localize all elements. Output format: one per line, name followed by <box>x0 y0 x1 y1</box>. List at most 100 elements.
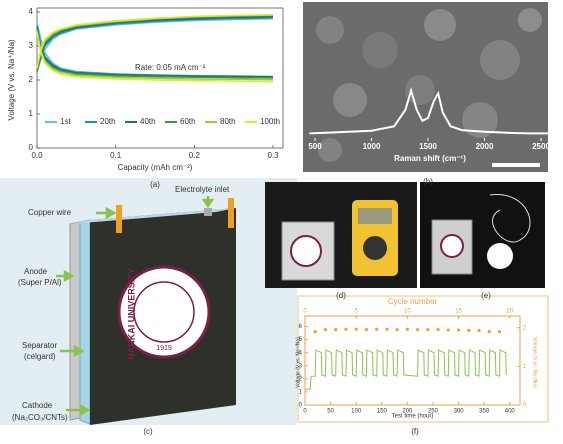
efficiency-dot <box>467 328 471 333</box>
y-tick-label: 0 <box>29 143 34 152</box>
efficiency-dot <box>313 329 317 334</box>
x-tick-label: 100 <box>351 409 362 415</box>
logo-ring <box>133 281 195 343</box>
diagram-label: (celgard) <box>24 352 56 361</box>
legend-label: 1st <box>60 117 71 126</box>
y2-axis-label: Voltage (V vs. Na⁺/Na) <box>532 337 538 388</box>
x2-tick-label: 0 <box>303 309 307 315</box>
curve <box>36 16 274 70</box>
x-tick-label: 0 <box>303 409 307 415</box>
y2-tick-label: 1 <box>523 364 527 370</box>
curve <box>36 32 274 83</box>
y-axis-label: Voltage (V vs. Na⁺/Na) <box>295 337 301 388</box>
efficiency-dot <box>456 328 461 332</box>
y-tick-label: 6 <box>299 324 303 330</box>
x-tick-label: 150 <box>377 409 388 415</box>
logo <box>117 265 211 359</box>
diagram-label: (Super P/Al) <box>18 278 62 287</box>
spectrum <box>309 86 553 135</box>
annotation: Rate: 0.05 mA cm⁻² <box>135 63 206 72</box>
logo-year: 1919 <box>156 345 172 352</box>
y-tick-label: 0 <box>299 403 303 409</box>
y-tick-label: 5 <box>299 337 303 343</box>
efficiency-dot <box>364 328 369 332</box>
x-tick-label: 500 <box>308 142 322 151</box>
panel-label: (e) <box>481 291 491 300</box>
copper-wire <box>228 198 234 228</box>
efficiency-dot <box>385 327 389 331</box>
efficiency-dot <box>334 328 338 332</box>
x-tick-label: 400 <box>505 409 516 415</box>
panel-label: (c) <box>143 427 153 436</box>
x-tick-label: 300 <box>454 409 465 415</box>
efficiency-dot <box>395 328 399 332</box>
efficiency-dot <box>344 327 348 331</box>
efficiency-dot <box>405 327 409 331</box>
efficiency-dot <box>497 329 502 334</box>
x-tick-label: 250 <box>428 409 439 415</box>
curve <box>36 14 274 70</box>
inlet <box>204 208 212 216</box>
efficiency-dot <box>416 328 420 332</box>
efficiency-dot <box>446 328 450 332</box>
diagram-label: (Na₂CO₃/CNTs) <box>12 413 68 422</box>
x-tick-label: 0.2 <box>189 151 201 160</box>
x2-axis-label: Cycle number <box>388 297 438 306</box>
y-tick-label: 2 <box>29 75 34 84</box>
y2-tick-label: 0 <box>523 403 527 409</box>
y2-tick-label: 2 <box>523 325 527 331</box>
logo-text: NANKAI UNIVERSITY <box>126 268 136 360</box>
legend-label: 40th <box>140 117 156 126</box>
panel-label: (f) <box>411 427 419 436</box>
x-axis-label: Test time (hour) <box>392 414 434 420</box>
curve <box>36 14 274 69</box>
diagram-label: Separator <box>22 341 57 350</box>
x-tick-label: 1000 <box>363 142 381 151</box>
legend-label: 100th <box>260 117 280 126</box>
efficiency-dot <box>323 328 328 332</box>
panel-label: (a) <box>150 180 160 189</box>
scale-bar <box>492 163 540 167</box>
multimeter-display <box>358 208 392 224</box>
device-logo <box>290 235 322 267</box>
device-logo <box>440 234 464 258</box>
x-tick-label: 1500 <box>419 142 437 151</box>
x-tick-label: 0.1 <box>110 151 122 160</box>
legend-label: 20th <box>100 117 116 126</box>
copper-wire <box>116 205 122 233</box>
voltage-curve <box>305 349 507 390</box>
x-tick-label: 200 <box>402 409 413 415</box>
efficiency-dot <box>477 328 481 333</box>
y-tick-label: 4 <box>29 7 34 16</box>
y-axis-label: Voltage (V vs. Na⁺/Na) <box>7 39 16 120</box>
legend-label: 80th <box>220 117 236 126</box>
panel-f-frame <box>297 295 549 423</box>
x-tick-label: 0.3 <box>267 151 279 160</box>
panel-label: (b) <box>423 177 433 186</box>
separator-layer <box>79 219 91 425</box>
x2-tick-label: 20 <box>506 309 513 315</box>
x2-tick-label: 10 <box>404 309 411 315</box>
legend-label: 60th <box>180 117 196 126</box>
diagram-label: Electrolyte inlet <box>175 185 230 194</box>
y-tick-label: 3 <box>299 363 303 369</box>
anode-layer <box>69 221 81 421</box>
x-axis-label: Raman shift (cm⁻¹) <box>394 154 466 163</box>
x2-tick-label: 15 <box>455 309 462 315</box>
efficiency-dot <box>436 328 440 332</box>
led <box>487 243 513 269</box>
curve <box>36 13 274 69</box>
x-tick-label: 350 <box>479 409 490 415</box>
multimeter-dial <box>363 236 387 260</box>
y-tick-label: 1 <box>29 109 34 118</box>
diagram-label: Cathode <box>22 401 53 410</box>
y-tick-label: 2 <box>299 376 303 382</box>
y-tick-label: 4 <box>299 350 303 356</box>
x-tick-label: 0.0 <box>31 151 43 160</box>
efficiency-dot <box>487 329 491 334</box>
y-tick-label: 3 <box>29 41 34 50</box>
plot-frame <box>304 315 521 406</box>
x-tick-label: 2500 <box>532 142 550 151</box>
diagram-label: Copper wire <box>28 208 72 217</box>
